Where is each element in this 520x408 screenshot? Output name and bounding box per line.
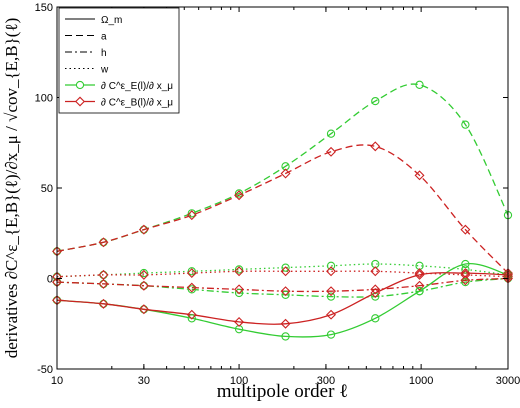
point-B-Ω_m: [460, 268, 471, 279]
point-B-h: [414, 280, 425, 291]
point-E-a: [234, 189, 244, 198]
point-B-w: [234, 266, 245, 277]
point-E-Ω_m: [461, 259, 470, 269]
point-B-a: [186, 210, 197, 221]
point-B-a: [98, 237, 109, 248]
point-B-w: [138, 269, 149, 280]
x-tick-label: 10: [51, 375, 63, 387]
x-tick-label: 3000: [496, 375, 520, 387]
point-B-Ω_m: [138, 304, 149, 315]
point-E-h: [326, 292, 336, 301]
point-B-a: [460, 224, 471, 235]
point-E-w: [187, 267, 196, 276]
point-E-a: [371, 96, 380, 106]
point-B-h: [460, 275, 471, 286]
point-B-a: [280, 168, 291, 179]
point-B-Ω_m: [98, 298, 109, 309]
point-E-Ω_m: [371, 314, 380, 323]
point-B-h: [370, 284, 381, 295]
point-B-h: [186, 282, 197, 293]
legend-box: [58, 7, 180, 114]
legend-entry: a: [65, 32, 107, 43]
point-B-a: [138, 224, 149, 235]
point-B-h: [326, 286, 337, 297]
legend-entry: ∂ C^ε_E(l)/∂ x_μ: [65, 80, 173, 92]
point-B-Ω_m: [186, 309, 197, 320]
point-E-h: [461, 277, 470, 287]
point-B-h: [280, 286, 291, 297]
point-E-w: [281, 263, 290, 272]
y-tick-label: -50: [37, 364, 53, 376]
point-E-a: [187, 209, 196, 218]
point-B-a: [414, 170, 425, 181]
point-B-h: [234, 284, 245, 295]
point-E-h: [187, 285, 196, 294]
point-B-w: [326, 266, 337, 277]
point-B-a: [234, 190, 245, 201]
legend-diamond-marker: [75, 96, 85, 107]
point-B-Ω_m: [280, 318, 291, 329]
y-tick-label: 0: [47, 274, 53, 286]
legend-label: w: [100, 65, 109, 76]
point-E-h: [281, 290, 290, 299]
y-tick-label: 50: [41, 183, 53, 195]
y-tick-label: 150: [35, 2, 53, 14]
point-E-w: [461, 265, 470, 274]
point-E-w: [234, 265, 244, 274]
legend-label: h: [101, 48, 107, 59]
point-B-a: [370, 141, 381, 152]
y-axis-label: derivatives ∂C^ε_{E,B}(ℓ)/∂x_μ / √cov_{E…: [2, 18, 21, 359]
point-B-Ω_m: [326, 309, 337, 320]
point-B-h: [98, 278, 109, 289]
point-E-Ω_m: [415, 287, 424, 296]
legend-label: Ω_m: [101, 15, 122, 26]
point-B-Ω_m: [370, 288, 381, 298]
legend-label: a: [101, 32, 107, 43]
point-B-w: [280, 266, 291, 277]
point-E-h: [234, 288, 244, 298]
point-B-w: [460, 269, 471, 280]
point-B-w: [370, 266, 381, 277]
point-B-a: [326, 146, 337, 157]
point-E-a: [461, 120, 470, 129]
point-E-w: [139, 268, 149, 278]
legend-label: ∂ C^ε_B(l)/∂ x_μ: [101, 98, 173, 109]
point-E-Ω_m: [187, 314, 196, 323]
point-E-w: [326, 261, 336, 270]
point-E-a: [415, 80, 424, 89]
x-tick-label: 100: [230, 375, 248, 387]
legend-label: ∂ C^ε_E(l)/∂ x_μ: [101, 81, 173, 92]
point-B-w: [186, 268, 197, 279]
point-E-Ω_m: [281, 332, 290, 341]
legend-entry: Ω_m: [65, 15, 122, 26]
series-line-B-Ω_m: [56, 272, 509, 325]
y-tick-label: 100: [35, 93, 53, 105]
x-tick-label: 1000: [409, 375, 433, 387]
legend-circle-marker: [75, 80, 85, 90]
x-tick-label: 300: [317, 375, 335, 387]
legend-entry: ∂ C^ε_B(l)/∂ x_μ: [65, 96, 173, 109]
point-B-h: [138, 280, 149, 291]
legend-entry: h: [65, 48, 107, 59]
point-E-a: [326, 129, 336, 138]
point-B-w: [414, 268, 425, 279]
x-axis-label: multipole order ℓ: [217, 381, 349, 402]
point-E-Ω_m: [326, 330, 336, 339]
point-B-Ω_m: [414, 269, 425, 280]
x-tick-label: 30: [138, 375, 150, 387]
legend-entry: w: [65, 65, 109, 76]
point-B-Ω_m: [234, 316, 245, 327]
series-line-B-a: [56, 144, 509, 274]
tick-layer: 10 30 100 300 1000 3000 -50 0 50 100 150: [35, 2, 520, 387]
